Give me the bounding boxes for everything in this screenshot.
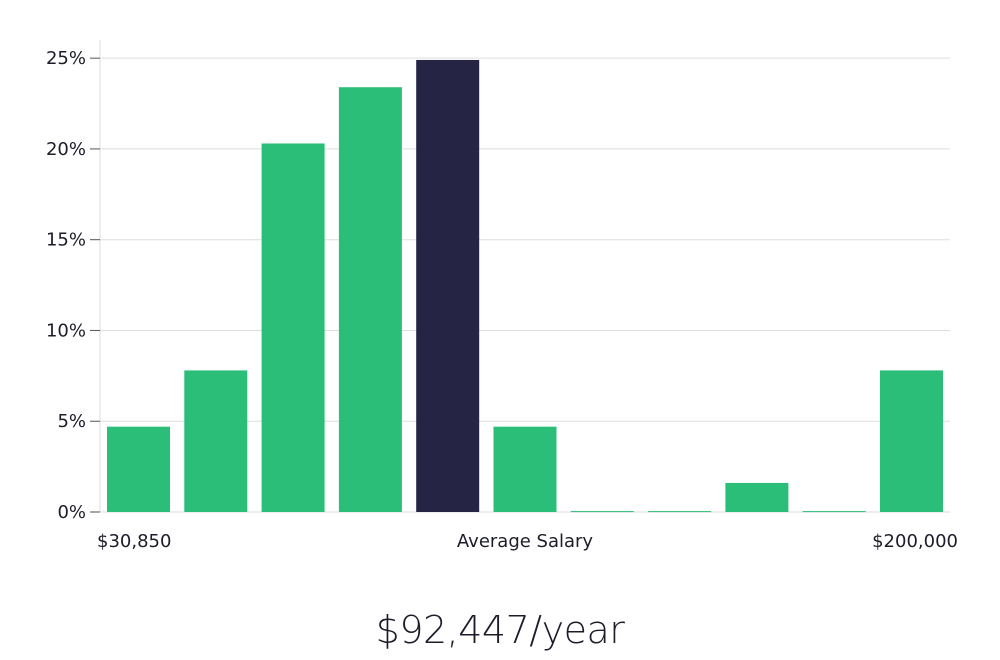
bar	[648, 511, 712, 513]
chart-canvas: 0%5%10%15%20%25% $30,850 Average Salary …	[46, 40, 958, 552]
y-tick-label: 5%	[57, 411, 86, 432]
y-tick-label: 10%	[46, 320, 86, 341]
y-axis-ticks: 0% 5% 10% 15% 20% 25%	[46, 48, 100, 523]
average-salary-value: $92,447/year	[375, 608, 625, 652]
bar	[725, 482, 789, 512]
x-max-label: $200,000	[872, 531, 958, 552]
y-tick-label: 15%	[46, 230, 86, 251]
bars	[107, 59, 943, 513]
bar	[184, 370, 248, 512]
y-tick-label: 20%	[46, 139, 86, 160]
y-tick-label: 0%	[57, 502, 86, 523]
x-min-label: $30,850	[97, 531, 171, 552]
bar	[261, 143, 325, 512]
salary-histogram: 0% 5% 10% 15% 20% 25% $30,850 Average Salary …	[46, 40, 958, 552]
bar-average-salary	[416, 59, 480, 512]
bar	[493, 426, 557, 512]
x-center-label: Average Salary	[457, 531, 594, 552]
bar	[570, 511, 634, 513]
bar	[338, 87, 402, 512]
bar	[880, 370, 943, 512]
bar	[107, 426, 170, 512]
bar	[802, 511, 866, 513]
y-tick-label: 25%	[46, 48, 86, 69]
